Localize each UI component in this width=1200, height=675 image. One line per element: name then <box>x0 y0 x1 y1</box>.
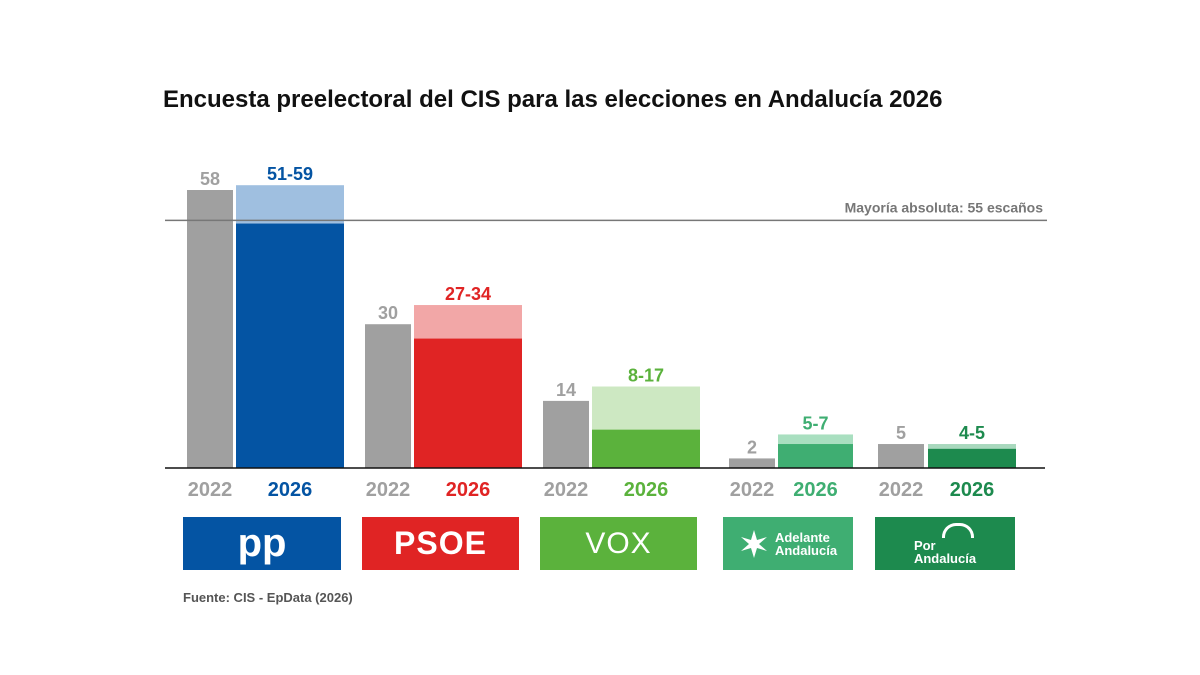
bar-2026-low-pp <box>236 223 344 468</box>
logo-por-andalucia: Por Andalucía <box>875 517 1015 570</box>
value-label-2026-vox: 8-17 <box>628 366 664 386</box>
source-note: Fuente: CIS - EpData (2026) <box>183 590 353 605</box>
logo-por-line2: Andalucía <box>913 550 977 566</box>
year-label-2026-pp: 2026 <box>268 479 313 501</box>
value-label-2026-psoe: 27-34 <box>445 284 491 304</box>
year-label-2022-vox: 2022 <box>544 479 589 501</box>
year-label-2026-adelante-andaluc-a: 2026 <box>793 479 838 501</box>
value-label-2022-adelante-andaluc-a: 2 <box>747 437 757 457</box>
value-label-2022-vox: 14 <box>556 380 576 400</box>
value-label-2026-por-andaluc-a: 4-5 <box>959 423 985 443</box>
sun-star-icon <box>740 529 767 558</box>
bar-2026-low-psoe <box>414 338 522 468</box>
bar-2026-low-vox <box>592 429 700 468</box>
bar-2022-por-andaluc-a <box>878 444 924 468</box>
bar-2022-pp <box>187 190 233 468</box>
logo-por-line1: Por <box>913 537 936 553</box>
year-label-2022-psoe: 2022 <box>366 479 411 501</box>
year-label-2026-psoe: 2026 <box>446 479 491 501</box>
logo-adelante-line2: Andalucía <box>774 542 838 558</box>
bar-2022-psoe <box>365 324 411 468</box>
value-label-2026-pp: 51-59 <box>267 164 313 184</box>
logo-vox-text: VOX <box>585 526 652 560</box>
value-label-2022-pp: 58 <box>200 169 220 189</box>
logo-vox: VOX <box>540 517 697 570</box>
logo-psoe-text: PSOE <box>394 525 487 561</box>
majority-label: Mayoría absoluta: 55 escaños <box>845 199 1044 215</box>
arc-icon <box>941 522 974 538</box>
value-label-2022-psoe: 30 <box>378 303 398 323</box>
bar-2026-low-por-andaluc-a <box>928 448 1016 468</box>
logo-adelante-line1: Adelante <box>774 529 830 545</box>
bar-2022-vox <box>543 400 589 468</box>
year-label-2022-pp: 2022 <box>188 479 233 501</box>
bar-2022-adelante-andaluc-a <box>729 458 775 468</box>
logo-pp: pp <box>183 517 341 570</box>
chart-title: Encuesta preelectoral del CIS para las e… <box>163 86 943 113</box>
bar-2026-low-adelante-andaluc-a <box>778 444 853 468</box>
year-label-2026-por-andaluc-a: 2026 <box>950 479 995 501</box>
year-label-2026-vox: 2026 <box>624 479 669 501</box>
value-label-2026-adelante-andaluc-a: 5-7 <box>802 413 828 433</box>
value-label-2022-por-andaluc-a: 5 <box>896 423 906 443</box>
logo-pp-text: pp <box>237 521 287 565</box>
year-label-2022-por-andaluc-a: 2022 <box>879 479 924 501</box>
logo-psoe: PSOE <box>362 517 519 570</box>
logo-adelante-andalucia: Adelante Andalucía <box>723 517 853 570</box>
year-label-2022-adelante-andaluc-a: 2022 <box>730 479 775 501</box>
